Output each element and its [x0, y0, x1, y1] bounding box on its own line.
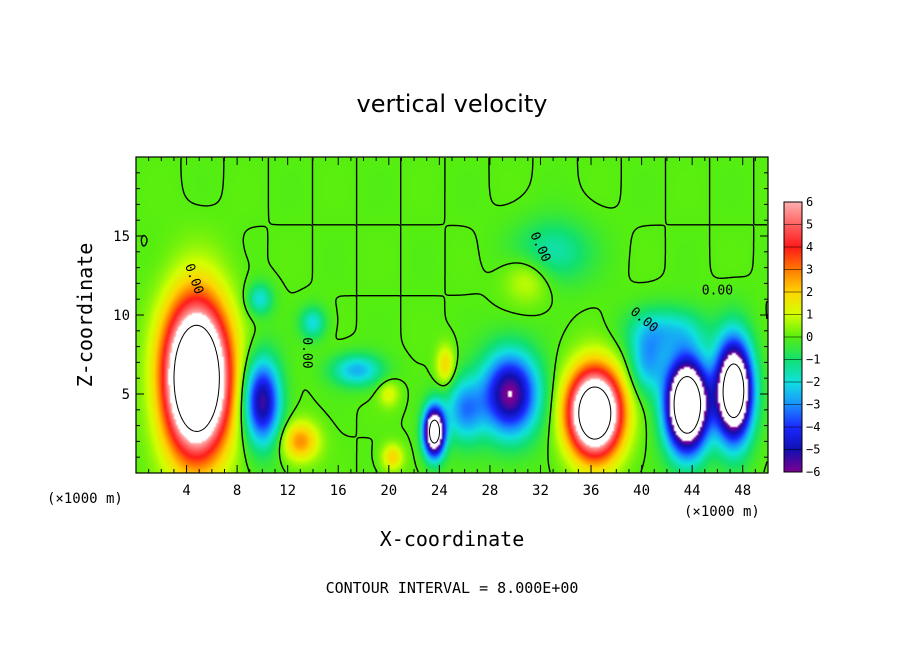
- colorbar-label: −4: [806, 420, 820, 434]
- colorbar: 6 5 4 3 2 1 0 −1 −2 −3 −4 −5 −6: [783, 195, 820, 479]
- colorbar-label: 0: [806, 330, 813, 344]
- y-tick-label: 10: [113, 308, 130, 324]
- x-tick-label: 24: [431, 483, 448, 499]
- x-axis-ticks: 4 8 12 16 20 24 28 32 36 40 44 48: [148, 157, 756, 499]
- colorbar-label: 5: [806, 218, 813, 232]
- contour-interval-text: CONTOUR INTERVAL = 8.000E+00: [326, 579, 579, 597]
- x-tick-label: 40: [633, 483, 650, 499]
- colorbar-segment: [784, 292, 802, 315]
- x-tick-label: 32: [532, 483, 549, 499]
- colorbar-segment: [784, 269, 802, 293]
- chart-title: vertical velocity: [357, 90, 548, 118]
- x-tick-label: 48: [734, 483, 751, 499]
- colorbar-segment: [784, 427, 802, 450]
- y-tick-label: 5: [122, 387, 130, 403]
- colorbar-label: 1: [806, 308, 813, 322]
- colorbar-label: −1: [806, 353, 820, 367]
- contour-line-pos: [173, 324, 612, 440]
- contour-label: 0.00: [702, 283, 733, 298]
- x-tick-label: 12: [279, 483, 296, 499]
- x-tick-label: 20: [380, 483, 397, 499]
- contour-line-zero: [140, 157, 768, 473]
- colorbar-segment: [784, 382, 802, 405]
- plot-area: 0.000.000.000.000.00: [135, 156, 769, 474]
- colorbar-segment: [784, 224, 802, 248]
- y-axis-ticks: 5 10 15: [113, 172, 768, 458]
- x-unit-left: (×1000 m): [47, 491, 123, 507]
- contour-label: 0.00: [299, 337, 314, 368]
- x-tick-label: 44: [684, 483, 701, 499]
- x-tick-label: 16: [330, 483, 347, 499]
- x-tick-label: 36: [583, 483, 600, 499]
- y-axis-title: Z-coordinate: [73, 243, 97, 388]
- heatmap-field: [136, 157, 768, 473]
- x-tick-label: 4: [182, 483, 190, 499]
- colorbar-label: −6: [806, 465, 820, 479]
- colorbar-label: 3: [806, 263, 813, 277]
- contour-line-neg: [429, 363, 745, 444]
- x-tick-label: 28: [481, 483, 498, 499]
- colorbar-label: 4: [806, 240, 813, 254]
- x-unit-right: (×1000 m): [684, 504, 760, 520]
- x-tick-label: 8: [233, 483, 241, 499]
- x-axis-title: X-coordinate: [380, 527, 525, 551]
- colorbar-segment: [784, 404, 802, 428]
- y-tick-label: 15: [113, 229, 130, 245]
- colorbar-segment: [784, 359, 802, 383]
- colorbar-label: −3: [806, 398, 820, 412]
- colorbar-label: −2: [806, 375, 820, 389]
- colorbar-label: −5: [806, 443, 820, 457]
- colorbar-segment: [784, 247, 802, 270]
- colorbar-segment: [784, 337, 802, 360]
- colorbar-segment: [784, 449, 802, 473]
- colorbar-label: 6: [806, 195, 813, 209]
- colorbar-segment: [784, 314, 802, 338]
- colorbar-label: 2: [806, 285, 813, 299]
- colorbar-segment: [784, 202, 802, 225]
